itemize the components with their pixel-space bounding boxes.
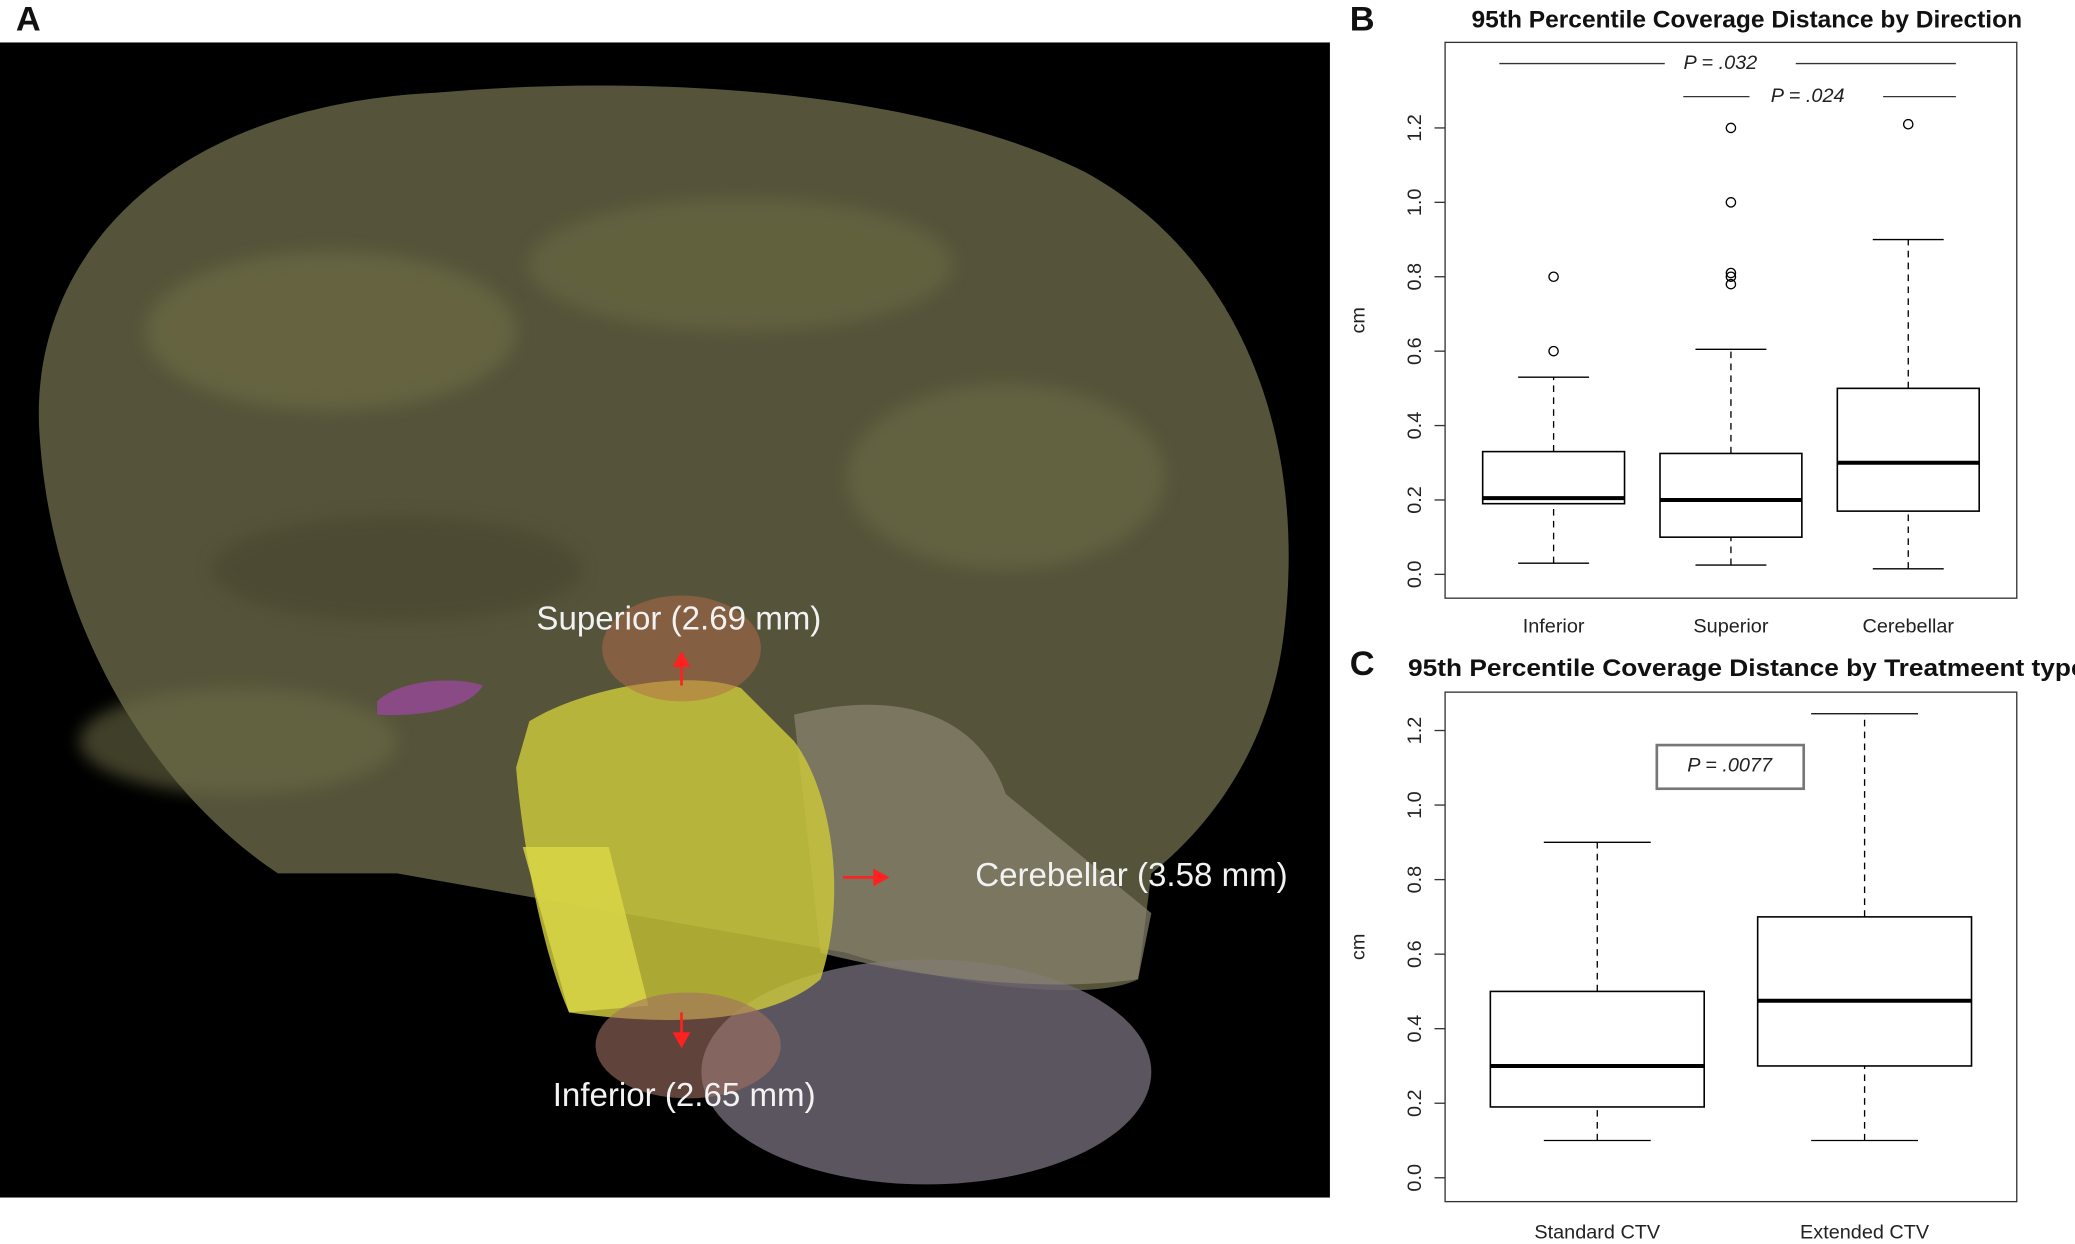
annotation-box [1655, 743, 1806, 791]
y-axis-label: cm [1347, 934, 1369, 960]
image-annotation: Superior (2.69 mm) [536, 600, 821, 637]
y-tick-label: 0.4 [1404, 1015, 1426, 1043]
p-value: P = .0077 [1687, 754, 1773, 776]
x-tick-label: Extended CTV [1800, 1222, 1930, 1244]
outlier [1725, 278, 1737, 290]
y-tick-label: 0.6 [1404, 940, 1426, 968]
y-tick-label: 1.0 [1404, 791, 1426, 819]
outlier [1548, 345, 1559, 357]
box [1481, 450, 1626, 505]
y-tick-label: 1.2 [1404, 717, 1426, 745]
plot-frame [1444, 691, 2018, 1203]
x-tick-label: Superior [1693, 616, 1768, 638]
outlier [1902, 118, 1914, 130]
y-tick-label: 0.2 [1404, 486, 1426, 514]
y-tick-label: 0.2 [1404, 1089, 1426, 1117]
y-tick-label: 0.0 [1404, 561, 1426, 589]
panel-label: B [1350, 0, 1375, 38]
box [1756, 916, 1973, 1067]
y-tick-label: 0.8 [1404, 263, 1426, 291]
chart-title: 95th Percentile Coverage Distance by Tre… [1408, 655, 2075, 682]
y-tick-label: 0.6 [1404, 337, 1426, 365]
box [1659, 452, 1803, 538]
box [1489, 990, 1705, 1108]
y-axis-label: cm [1347, 307, 1369, 333]
outlier [1725, 267, 1737, 279]
y-tick-label: 0.4 [1404, 412, 1426, 440]
x-tick-label: Inferior [1523, 616, 1585, 638]
y-tick-label: 0.8 [1404, 866, 1426, 894]
outlier [1548, 271, 1559, 283]
panel-label: C [1350, 645, 1375, 683]
plot-frame [1444, 41, 2018, 599]
chart-title: 95th Percentile Coverage Distance by Dir… [1472, 6, 2023, 33]
box [1836, 387, 1980, 512]
x-tick-label: Standard CTV [1534, 1222, 1661, 1244]
panel-label: A [16, 0, 41, 38]
p-value: P = .032 [1683, 52, 1757, 74]
outlier [1725, 197, 1737, 208]
p-value: P = .024 [1771, 85, 1845, 107]
x-tick-label: Cerebellar [1862, 616, 1954, 638]
outlier [1725, 271, 1737, 283]
y-tick-label: 1.0 [1404, 189, 1426, 217]
brain-image [0, 42, 1330, 1198]
y-tick-label: 1.2 [1404, 114, 1426, 142]
y-tick-label: 0.0 [1404, 1164, 1426, 1192]
image-annotation: Cerebellar (3.58 mm) [975, 857, 1288, 894]
image-annotation: Inferior (2.65 mm) [553, 1077, 816, 1114]
outlier [1725, 122, 1737, 134]
